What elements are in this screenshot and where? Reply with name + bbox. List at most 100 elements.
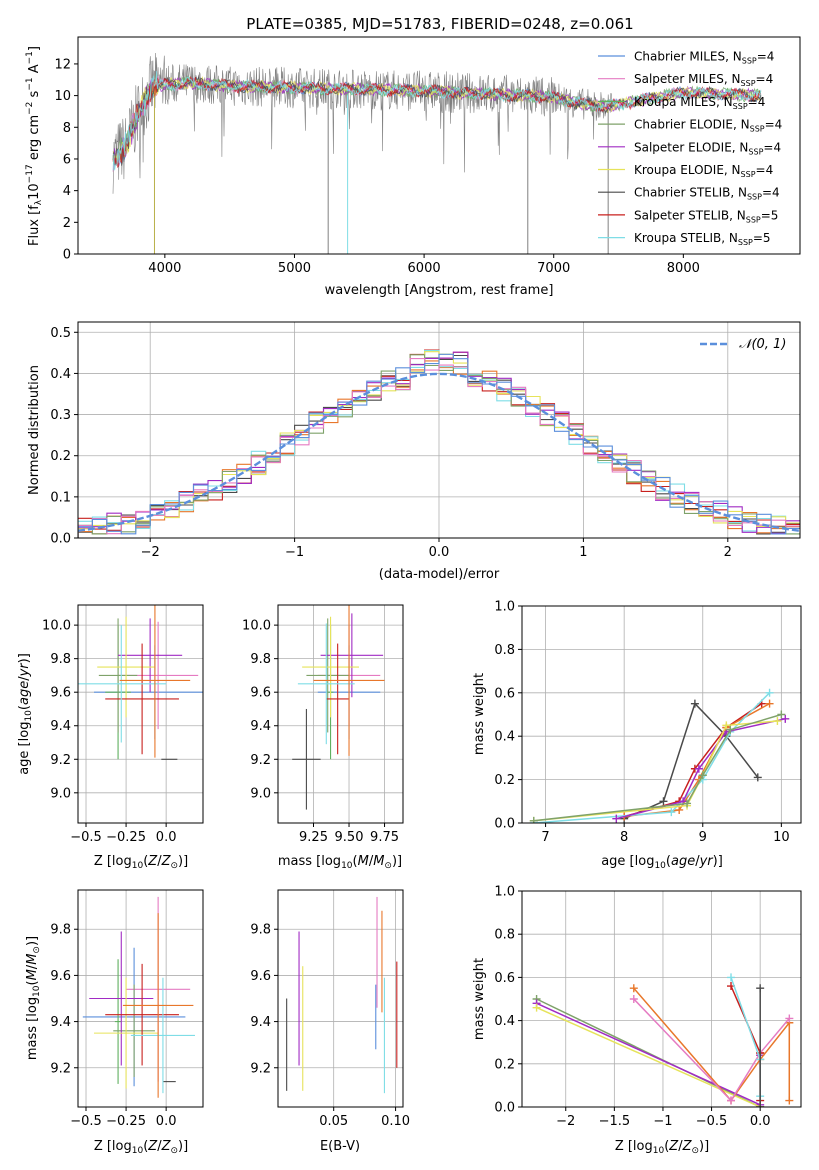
massweight-marker bbox=[756, 984, 765, 993]
mwAge-xlabel: age [log10(age/yr)] bbox=[601, 854, 723, 871]
massweight-marker bbox=[753, 773, 762, 782]
y-tick-label: 9.4 bbox=[250, 719, 271, 734]
model-spectrum bbox=[112, 74, 762, 164]
massweight-marker bbox=[529, 816, 538, 823]
x-tick-label: 0.0 bbox=[429, 545, 450, 560]
x-tick-label: 2 bbox=[724, 545, 732, 560]
massweight-marker bbox=[773, 717, 782, 726]
massweight-marker bbox=[532, 1003, 541, 1012]
residual-xlabel: (data-model)/error bbox=[379, 567, 500, 582]
y-tick-label: 0.0 bbox=[494, 1101, 515, 1116]
y-tick-label: 0.6 bbox=[494, 686, 515, 701]
x-tick-label: −0.5 bbox=[70, 830, 102, 845]
x-tick-label: 1 bbox=[579, 545, 587, 560]
mwAge-ylabel: mass weight bbox=[472, 673, 487, 755]
residual-histogram bbox=[78, 351, 800, 538]
y-tick-label: 9.2 bbox=[50, 1061, 71, 1076]
y-tick-label: 0.0 bbox=[50, 532, 71, 547]
massweight-marker bbox=[690, 699, 699, 708]
y-tick-label: 0.8 bbox=[494, 928, 515, 943]
y-tick-label: 1.0 bbox=[494, 885, 515, 900]
massweight-marker bbox=[765, 688, 774, 697]
y-tick-label: 9.2 bbox=[250, 753, 271, 768]
massweight-marker bbox=[667, 808, 676, 817]
y-tick-label: 9.6 bbox=[50, 686, 71, 701]
y-tick-label: 9.2 bbox=[250, 1061, 271, 1076]
observed-spectrum bbox=[112, 52, 613, 194]
spectrum-legend: Chabrier MILES, NSSP=4 Salpeter MILES, NS… bbox=[598, 50, 782, 247]
y-tick-label: 9.6 bbox=[50, 969, 71, 984]
ageZ-ylabel: age [log10(age/yr)] bbox=[17, 653, 34, 775]
age-vs-metallicity-panel: −0.5 −0.25 0.0 9.0 9.2 9.4 9.6 9.8 10.0 Z [log10… bbox=[17, 604, 204, 871]
x-tick-label: −2 bbox=[141, 545, 160, 560]
legend-entry: Kroupa ELODIE, NSSP=4 bbox=[634, 163, 773, 179]
x-tick-label: 8 bbox=[620, 830, 628, 845]
massweight-line bbox=[624, 702, 770, 818]
age-vs-mass-panel: 9.25 9.50 9.75 9.0 9.2 9.4 9.6 9.8 10.0 mass [lo… bbox=[242, 604, 404, 871]
y-tick-label: 9.0 bbox=[50, 786, 71, 801]
massweight-marker bbox=[777, 710, 786, 719]
y-tick-label: 0.4 bbox=[494, 730, 515, 745]
y-tick-label: 9.8 bbox=[50, 923, 71, 938]
x-tick-label: −1 bbox=[653, 1114, 672, 1129]
x-tick-label: −0.5 bbox=[696, 1114, 728, 1129]
x-tick-label: −0.25 bbox=[106, 1114, 146, 1129]
y-tick-label: 4 bbox=[63, 184, 71, 199]
x-tick-label: 9.75 bbox=[370, 830, 399, 845]
y-tick-label: 0.2 bbox=[494, 773, 515, 788]
y-tick-label: 9.4 bbox=[50, 1015, 71, 1030]
legend-entry: Salpeter MILES, NSSP=4 bbox=[634, 72, 773, 88]
y-tick-label: 9.2 bbox=[50, 753, 71, 768]
y-tick-label: 0 bbox=[63, 248, 71, 263]
x-tick-label: 5000 bbox=[278, 261, 311, 276]
massweight-marker bbox=[629, 995, 638, 1003]
massweight-marker bbox=[675, 805, 684, 814]
x-tick-label: 9.25 bbox=[299, 830, 328, 845]
massweight-marker bbox=[726, 725, 735, 734]
figure-title: PLATE=0385, MJD=51783, FIBERID=0248, z=0… bbox=[246, 15, 633, 33]
x-tick-label: 7000 bbox=[537, 261, 570, 276]
residual-ylabel: Normed distribution bbox=[27, 365, 42, 495]
massweight-marker bbox=[785, 1096, 794, 1105]
massweight-marker bbox=[659, 797, 668, 806]
x-tick-label: 7 bbox=[541, 830, 549, 845]
y-tick-label: 0.2 bbox=[494, 1057, 515, 1072]
mass-vs-metallicity-panel: −0.5 −0.25 0.0 9.2 9.4 9.6 9.8 Z [log10(Z/Z⊙)]… bbox=[25, 889, 204, 1156]
y-tick-label: 1.0 bbox=[494, 600, 515, 615]
massweight-line bbox=[730, 985, 761, 1101]
massZ-xlabel: Z [log10(Z/Z⊙)] bbox=[94, 1139, 188, 1156]
y-tick-label: 6 bbox=[63, 152, 71, 167]
x-tick-label: −0.5 bbox=[70, 1114, 102, 1129]
normal-curve bbox=[78, 372, 800, 532]
legend-entry: Kroupa STELIB, NSSP=5 bbox=[634, 231, 771, 247]
massweight-marker bbox=[756, 1103, 765, 1107]
y-tick-label: 8 bbox=[63, 121, 71, 136]
mwZ-xlabel: Z [log10(Z/Z⊙)] bbox=[615, 1139, 709, 1156]
massweight-line bbox=[533, 692, 771, 823]
y-tick-label: 0.1 bbox=[50, 490, 71, 505]
x-tick-label: 0.0 bbox=[156, 830, 177, 845]
y-tick-label: 0.2 bbox=[50, 449, 71, 464]
legend-entry: Chabrier STELIB, NSSP=4 bbox=[634, 186, 780, 202]
massweight-line bbox=[536, 1002, 761, 1106]
normal-legend-label: 𝒩(0, 1) bbox=[739, 337, 786, 352]
y-tick-label: 9.8 bbox=[250, 923, 271, 938]
legend-entry: Salpeter STELIB, NSSP=5 bbox=[634, 208, 778, 224]
x-tick-label: −0.25 bbox=[106, 830, 146, 845]
y-tick-label: 0.6 bbox=[494, 971, 515, 986]
y-tick-label: 10.0 bbox=[42, 619, 71, 634]
spectrum-panel: 4000 5000 6000 7000 8000 0 2 4 6 8 10 12 wavelength… bbox=[25, 36, 801, 298]
massweight-marker bbox=[781, 714, 790, 723]
massweight-marker bbox=[727, 973, 736, 982]
y-tick-label: 0.3 bbox=[50, 408, 71, 423]
x-tick-label: −2 bbox=[556, 1114, 575, 1129]
y-tick-label: 9.6 bbox=[250, 969, 271, 984]
massweight-vs-metallicity-panel: −2 −1.5 −1 −0.5 0.0 0.0 0.2 0.4 0.6 0.8 1.0 Z [log… bbox=[472, 885, 802, 1156]
legend-entry: Chabrier ELODIE, NSSP=4 bbox=[634, 118, 782, 134]
x-tick-label: 8000 bbox=[667, 261, 700, 276]
residual-panel: −2 −1 0.0 1 2 0.0 0.1 0.2 0.3 0.4 0.5 (data-model)… bbox=[27, 321, 801, 582]
spectrum-ylabel: Flux [fλ10−17 erg cm−2 s−1 A−1] bbox=[25, 46, 44, 246]
spectrum-xlabel: wavelength [Angstrom, rest frame] bbox=[325, 283, 554, 298]
y-tick-label: 0.4 bbox=[50, 367, 71, 382]
